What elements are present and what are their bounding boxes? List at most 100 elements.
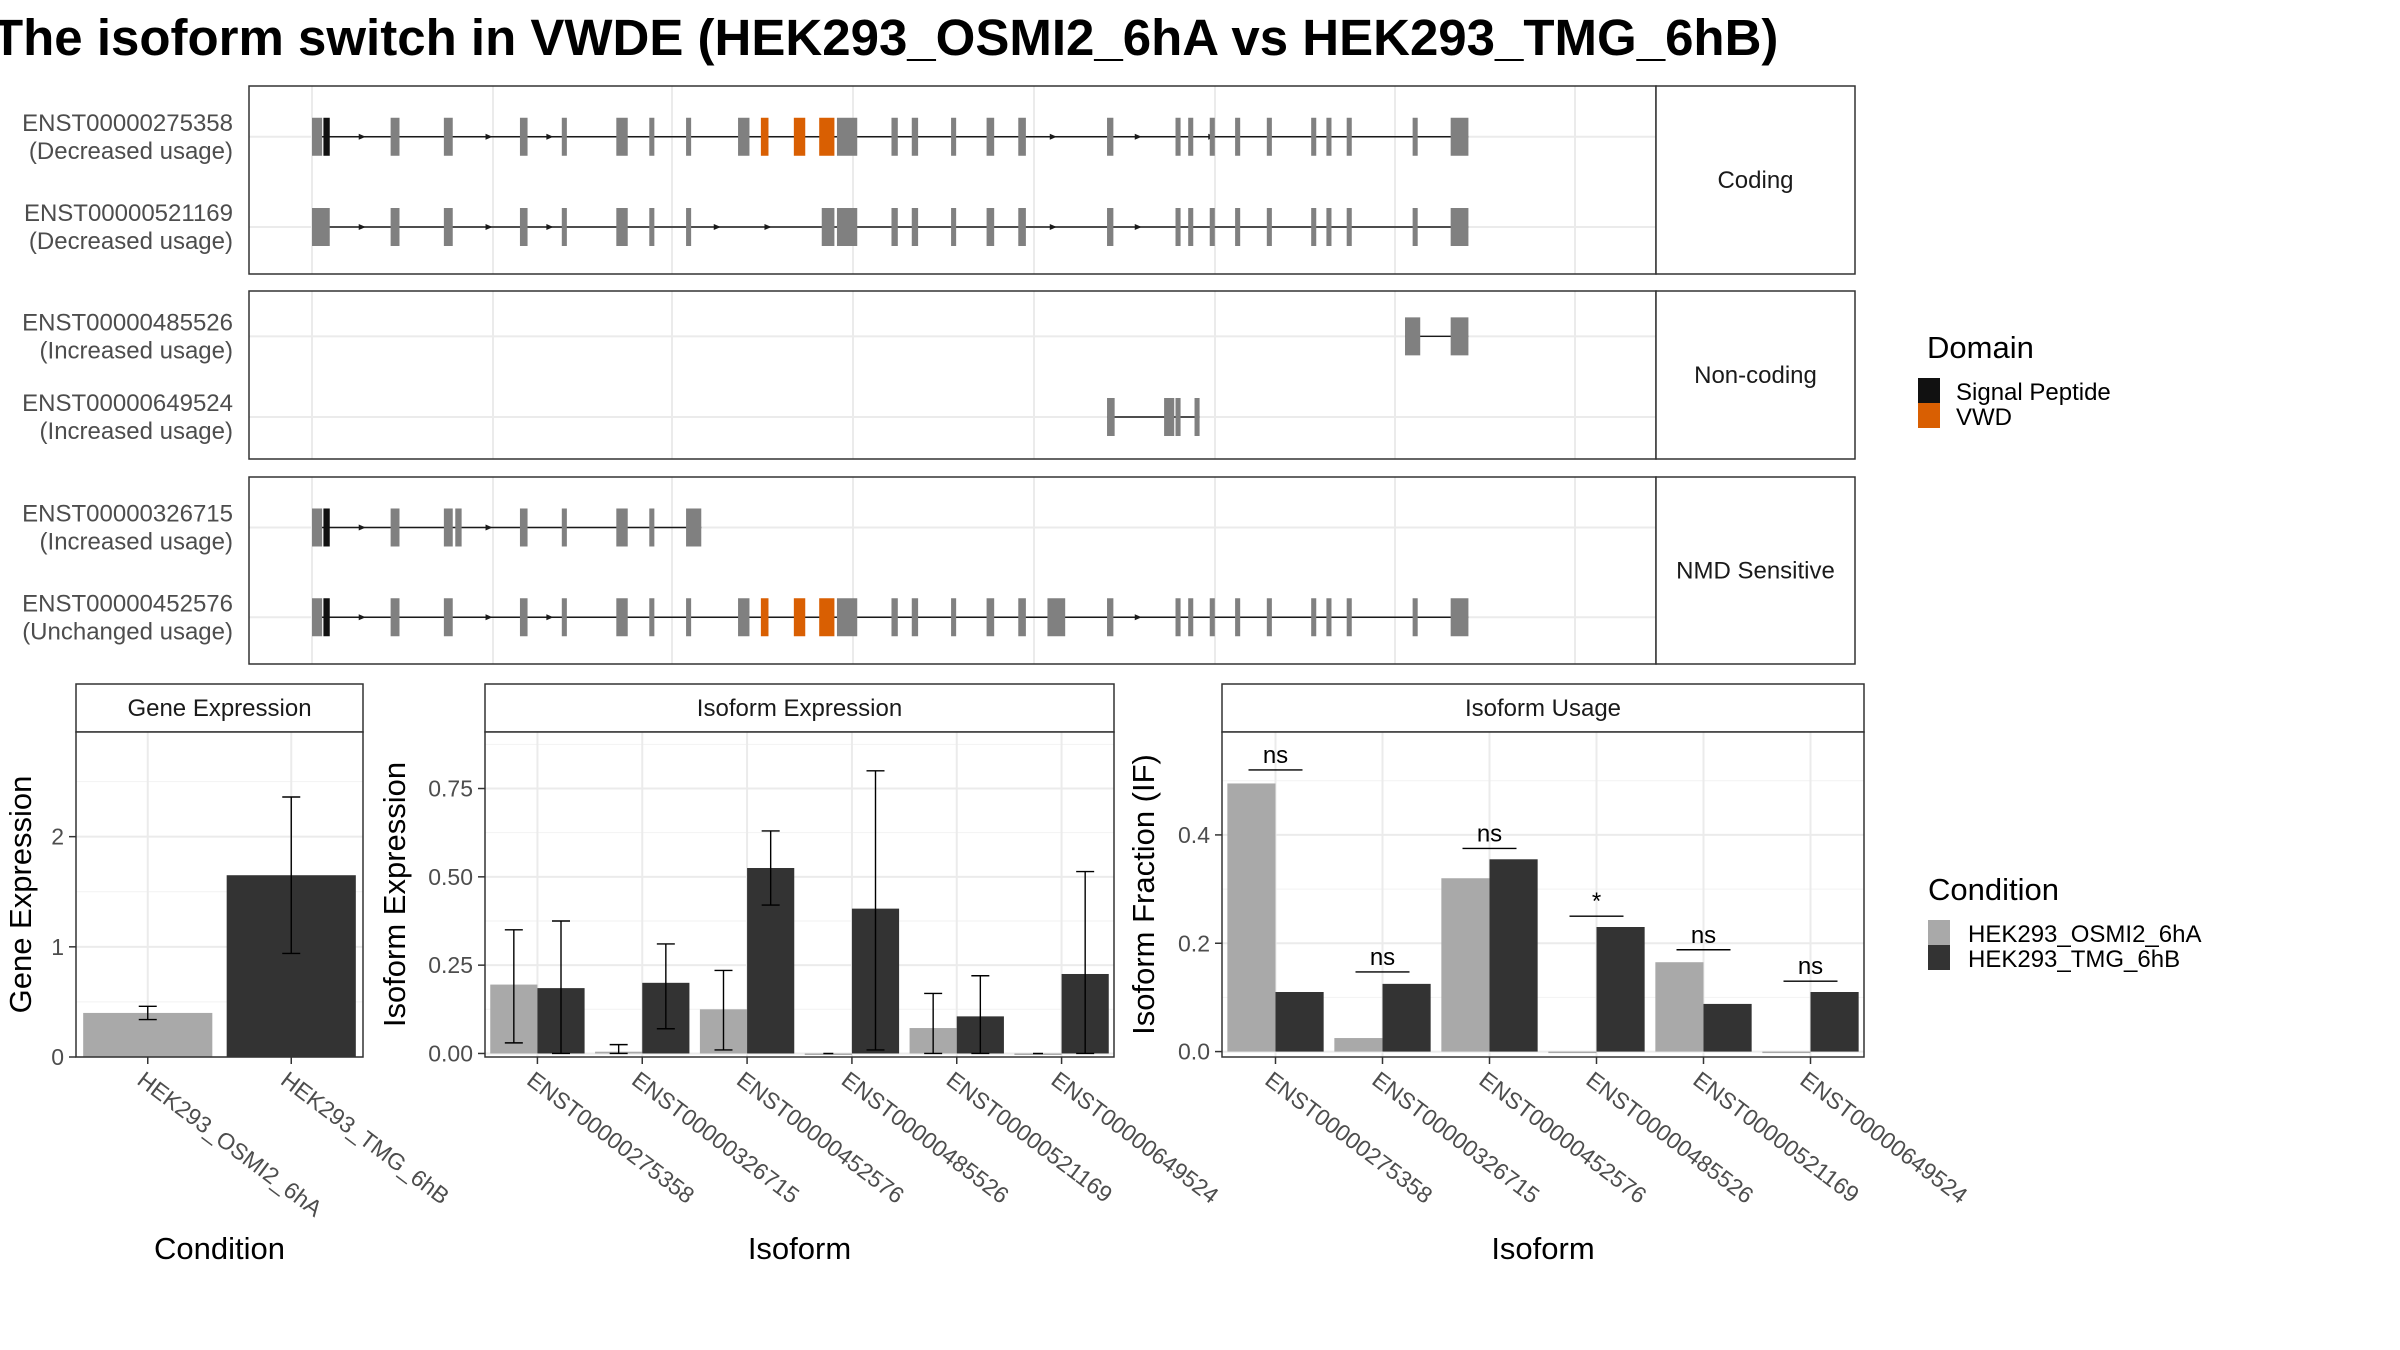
signal-peptide-exon [323, 117, 330, 156]
strand-arrow [358, 614, 366, 621]
exon [1107, 208, 1114, 246]
facet-strip-label: Coding [1717, 167, 1793, 194]
exon [1107, 398, 1115, 436]
exon [986, 208, 995, 246]
exon [986, 598, 995, 637]
exon [1235, 117, 1241, 156]
exon [1346, 598, 1352, 637]
exon [1450, 317, 1469, 356]
condition-legend-label: HEK293_TMG_6hB [1968, 946, 2180, 973]
exon [519, 208, 528, 246]
panel-strip-title: Isoform Usage [1465, 695, 1621, 722]
exon [561, 208, 567, 246]
exon [911, 598, 919, 637]
bar [1334, 1038, 1383, 1052]
bar [1762, 1051, 1811, 1054]
y-tick-label: 1 [51, 934, 64, 960]
exon [561, 508, 567, 547]
exon [443, 208, 453, 246]
y-tick-label: 0.25 [428, 952, 473, 978]
exon [1450, 208, 1469, 246]
exon [616, 117, 628, 156]
isoform-expression-panel: Isoform Expression 0.00 0.25 0.50 0.75 ENST00… [377, 683, 1224, 1266]
exon [1047, 598, 1066, 637]
y-tick-label: 0.2 [1178, 930, 1210, 956]
isoform-id-label: ENST00000326715 [22, 500, 233, 527]
significance-label: ns [1263, 742, 1288, 769]
exon [836, 598, 858, 637]
x-axis-title: Isoform [748, 1231, 851, 1266]
bar [83, 1012, 213, 1057]
exon [649, 208, 655, 246]
domain-legend-label: VWD [1956, 404, 2012, 431]
exon [1311, 208, 1317, 246]
facet-strip-label: Non-coding [1694, 362, 1817, 389]
x-axis-title: Condition [154, 1231, 285, 1266]
facet-strip-label: NMD Sensitive [1676, 558, 1835, 585]
vwd-domain-exon [760, 117, 769, 156]
exon [911, 208, 919, 246]
exon [1412, 117, 1418, 156]
domain-legend-key [1918, 403, 1940, 428]
vwd-domain-exon [819, 598, 835, 637]
exon [1412, 598, 1418, 637]
bar [1382, 983, 1431, 1052]
exon [443, 598, 453, 637]
condition-legend-key [1928, 945, 1950, 970]
strand-arrow [713, 224, 721, 230]
strand-arrow [546, 133, 554, 140]
strand-arrow [1134, 224, 1142, 230]
exon [312, 508, 323, 547]
exon [1107, 598, 1114, 637]
bar [804, 1053, 852, 1055]
exon [1188, 598, 1194, 637]
plot-border [1221, 731, 1865, 1058]
exon [519, 508, 528, 547]
exon [738, 598, 750, 637]
plot-border [75, 731, 364, 1058]
isoform-id-label: ENST00000452576 [22, 590, 233, 617]
isoform-usage-label: (Increased usage) [40, 528, 233, 555]
y-axis-title: Isoform Expression [377, 762, 412, 1027]
strand-arrow [358, 224, 366, 230]
exon [686, 508, 702, 547]
exon [1346, 117, 1352, 156]
bar [1703, 1003, 1752, 1052]
strand-arrow [1134, 614, 1142, 621]
exon [1326, 117, 1332, 156]
exon [1107, 117, 1114, 156]
exon [986, 117, 995, 156]
exon [891, 598, 898, 637]
structure-panel-bg [249, 291, 1656, 459]
strand-arrow [485, 133, 493, 140]
plot-bg [1222, 732, 1864, 1057]
exon [1412, 208, 1418, 246]
isoform-usage-label: (Unchanged usage) [22, 618, 233, 645]
exon [1209, 598, 1215, 637]
exon [686, 117, 692, 156]
exon [561, 598, 567, 637]
signal-peptide-exon [323, 598, 330, 637]
exon [686, 208, 692, 246]
exon [1235, 598, 1241, 637]
domain-legend-label: Signal Peptide [1956, 379, 2111, 406]
exon [1188, 117, 1194, 156]
exon [911, 117, 919, 156]
x-tick-label: ENST00000649524 [1047, 1066, 1224, 1208]
exon [1188, 208, 1194, 246]
exon [616, 508, 628, 547]
bar [1596, 927, 1645, 1052]
exon [738, 117, 750, 156]
isoform-usage-label: (Decreased usage) [29, 228, 233, 255]
exon [951, 598, 957, 637]
plot-border [484, 731, 1115, 1058]
exon [1311, 117, 1317, 156]
exon [1018, 208, 1026, 246]
exon [821, 208, 835, 246]
strand-arrow [485, 614, 493, 621]
significance-label: ns [1691, 922, 1716, 949]
y-tick-label: 0.00 [428, 1040, 473, 1066]
